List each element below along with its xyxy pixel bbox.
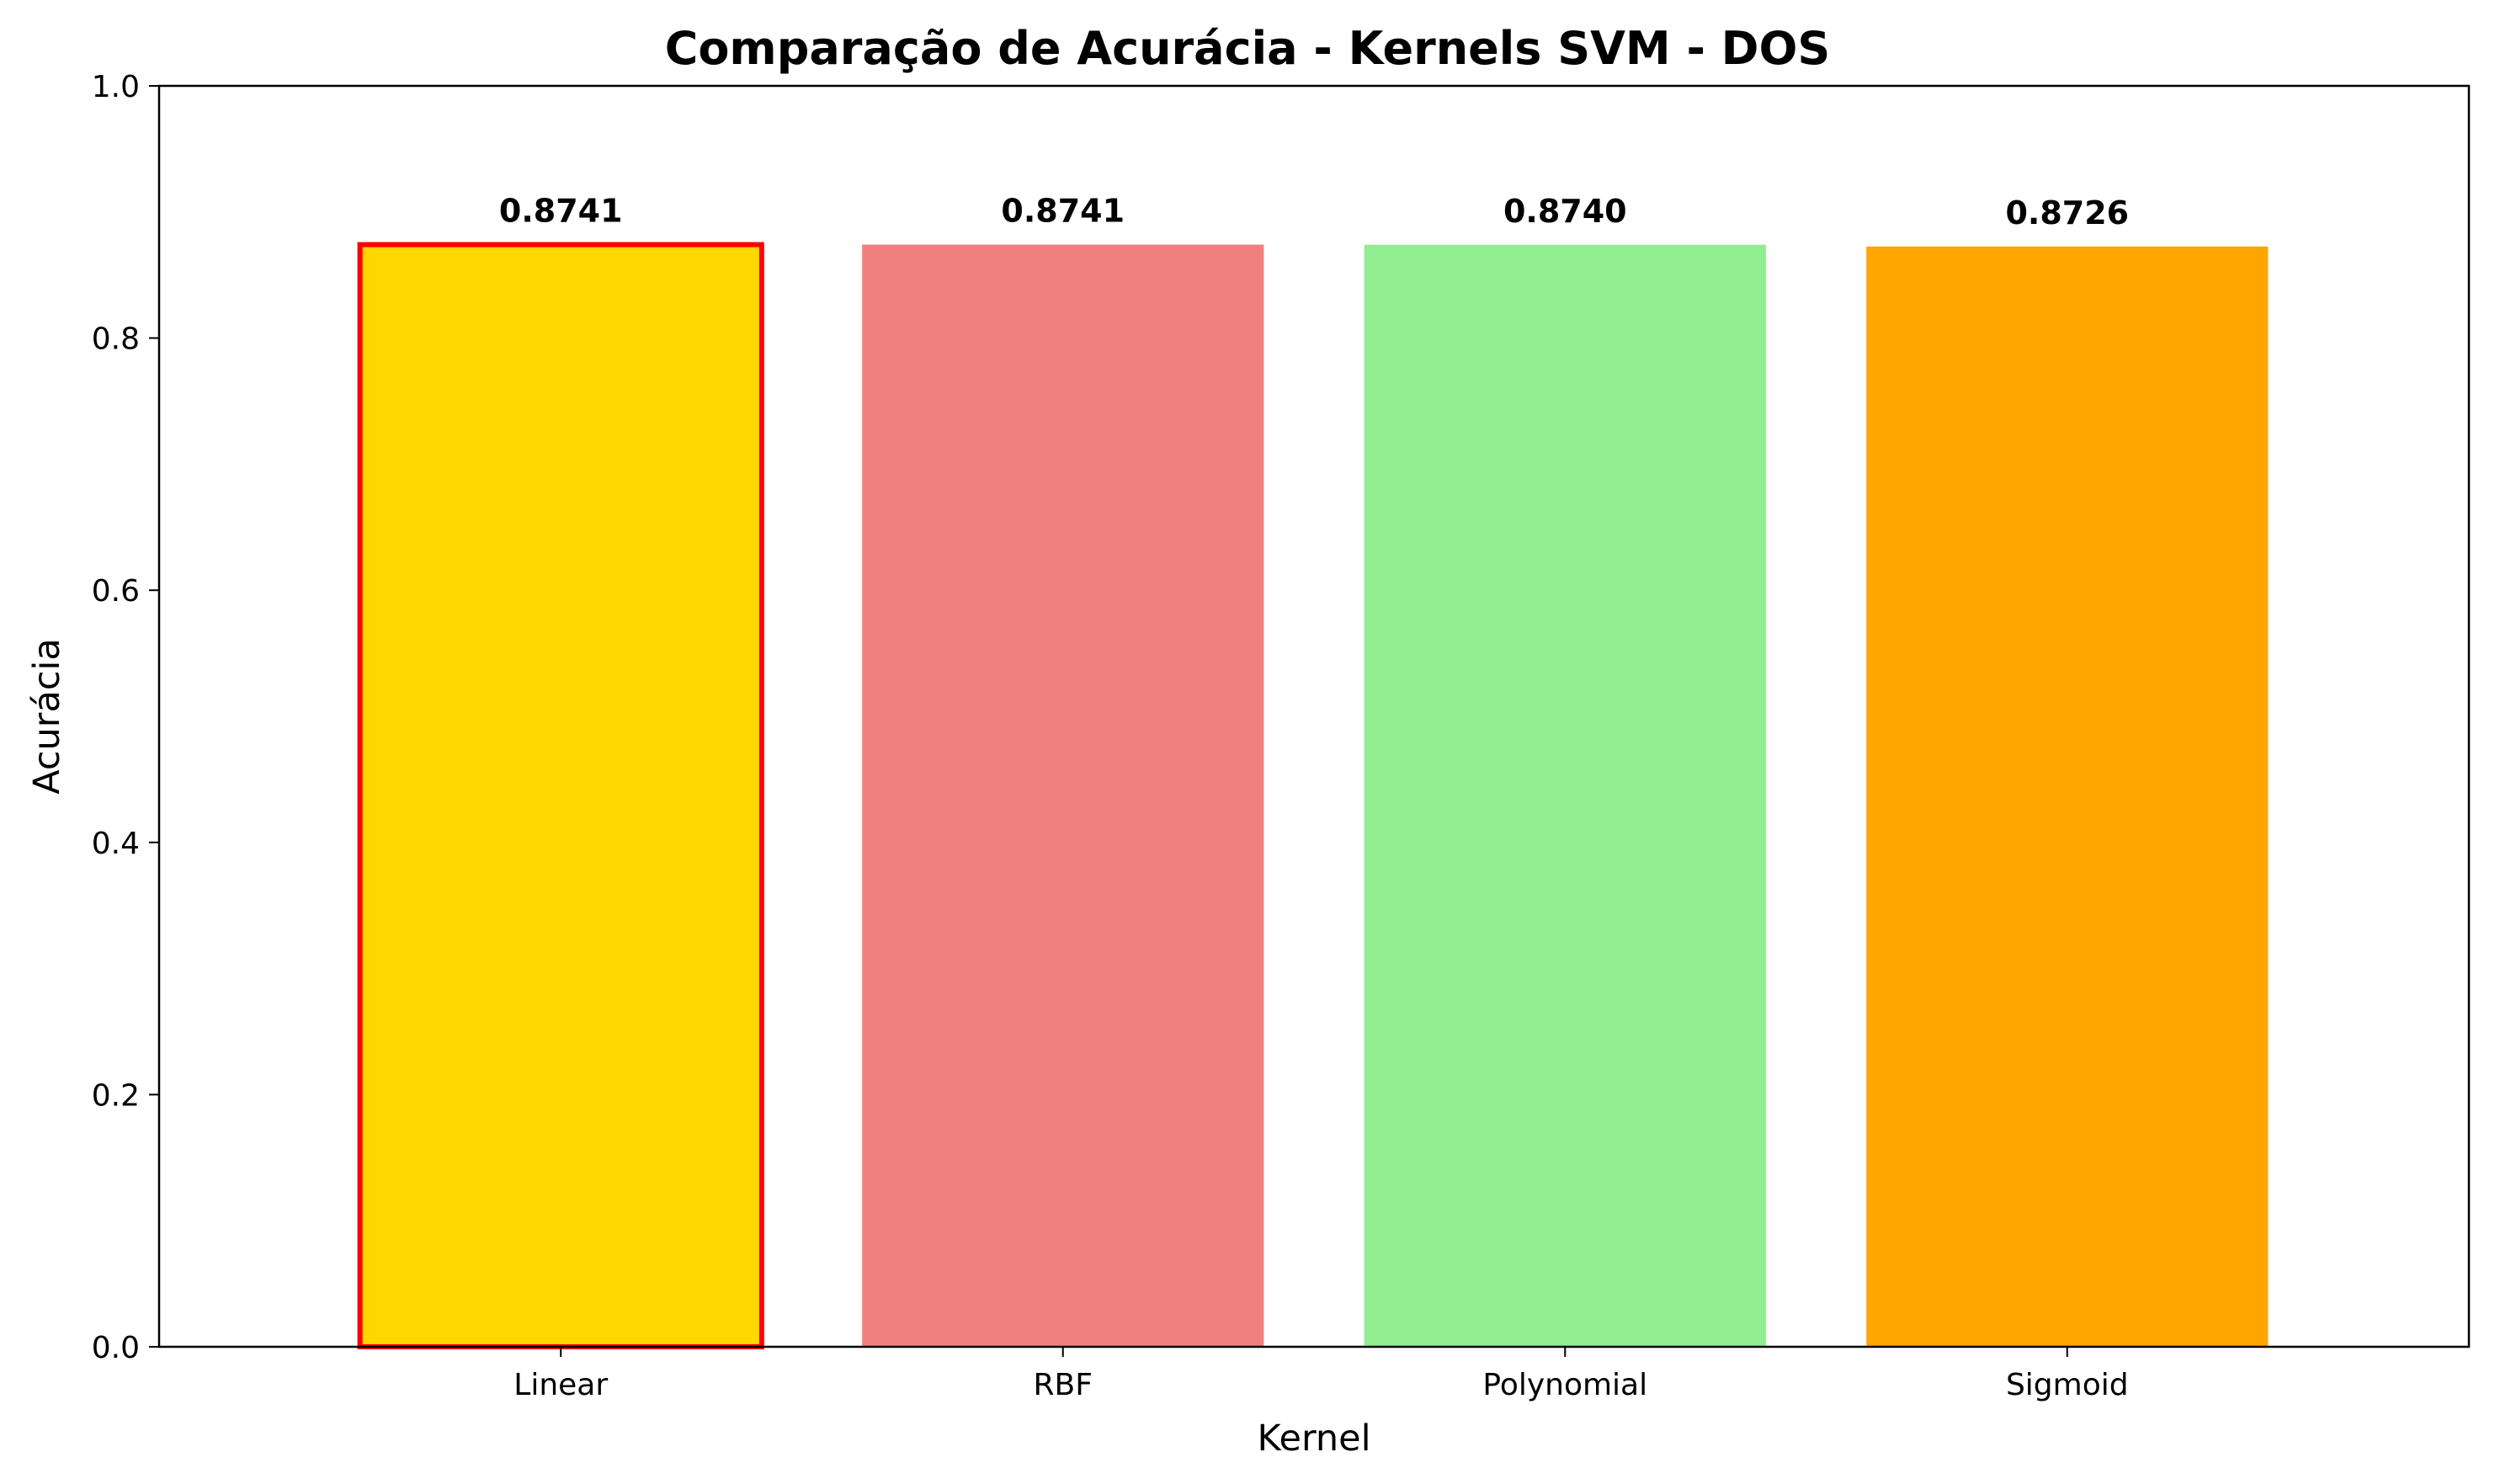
chart-title: Comparação de Acurácia - Kernels SVM - D… <box>665 22 1831 75</box>
y-tick-label: 0.6 <box>92 574 140 609</box>
data-label-sigmoid: 0.8726 <box>2005 194 2129 231</box>
bar-linear <box>357 242 764 1350</box>
data-label-linear: 0.8741 <box>499 193 623 230</box>
data-label-polynomial: 0.8740 <box>1503 193 1627 230</box>
y-tick-label: 1.0 <box>92 70 140 104</box>
x-tick-label-polynomial: Polynomial <box>1482 1368 1647 1402</box>
y-tick-label: 0.4 <box>92 827 140 861</box>
x-tick-label-rbf: RBF <box>1034 1368 1093 1402</box>
bar-sigmoid <box>1866 246 2269 1348</box>
y-tick-label: 0.8 <box>92 322 140 357</box>
y-tick-label: 0.0 <box>92 1331 140 1365</box>
plot-area: 0.8741 Linear 0.8741 RBF 0.8740 Polynomial 0.8… <box>92 70 2471 1402</box>
bar-rbf <box>862 244 1264 1348</box>
plot-frame <box>157 84 2471 1348</box>
bar-polynomial <box>1364 244 1766 1347</box>
x-axis-label: Kernel <box>1257 1418 1370 1460</box>
y-axis-label: Acurácia <box>26 638 68 795</box>
x-tick-label-linear: Linear <box>513 1368 608 1402</box>
data-label-rbf: 0.8741 <box>1001 193 1125 230</box>
x-tick-label-sigmoid: Sigmoid <box>2006 1368 2129 1402</box>
y-tick-label: 0.2 <box>92 1078 140 1113</box>
